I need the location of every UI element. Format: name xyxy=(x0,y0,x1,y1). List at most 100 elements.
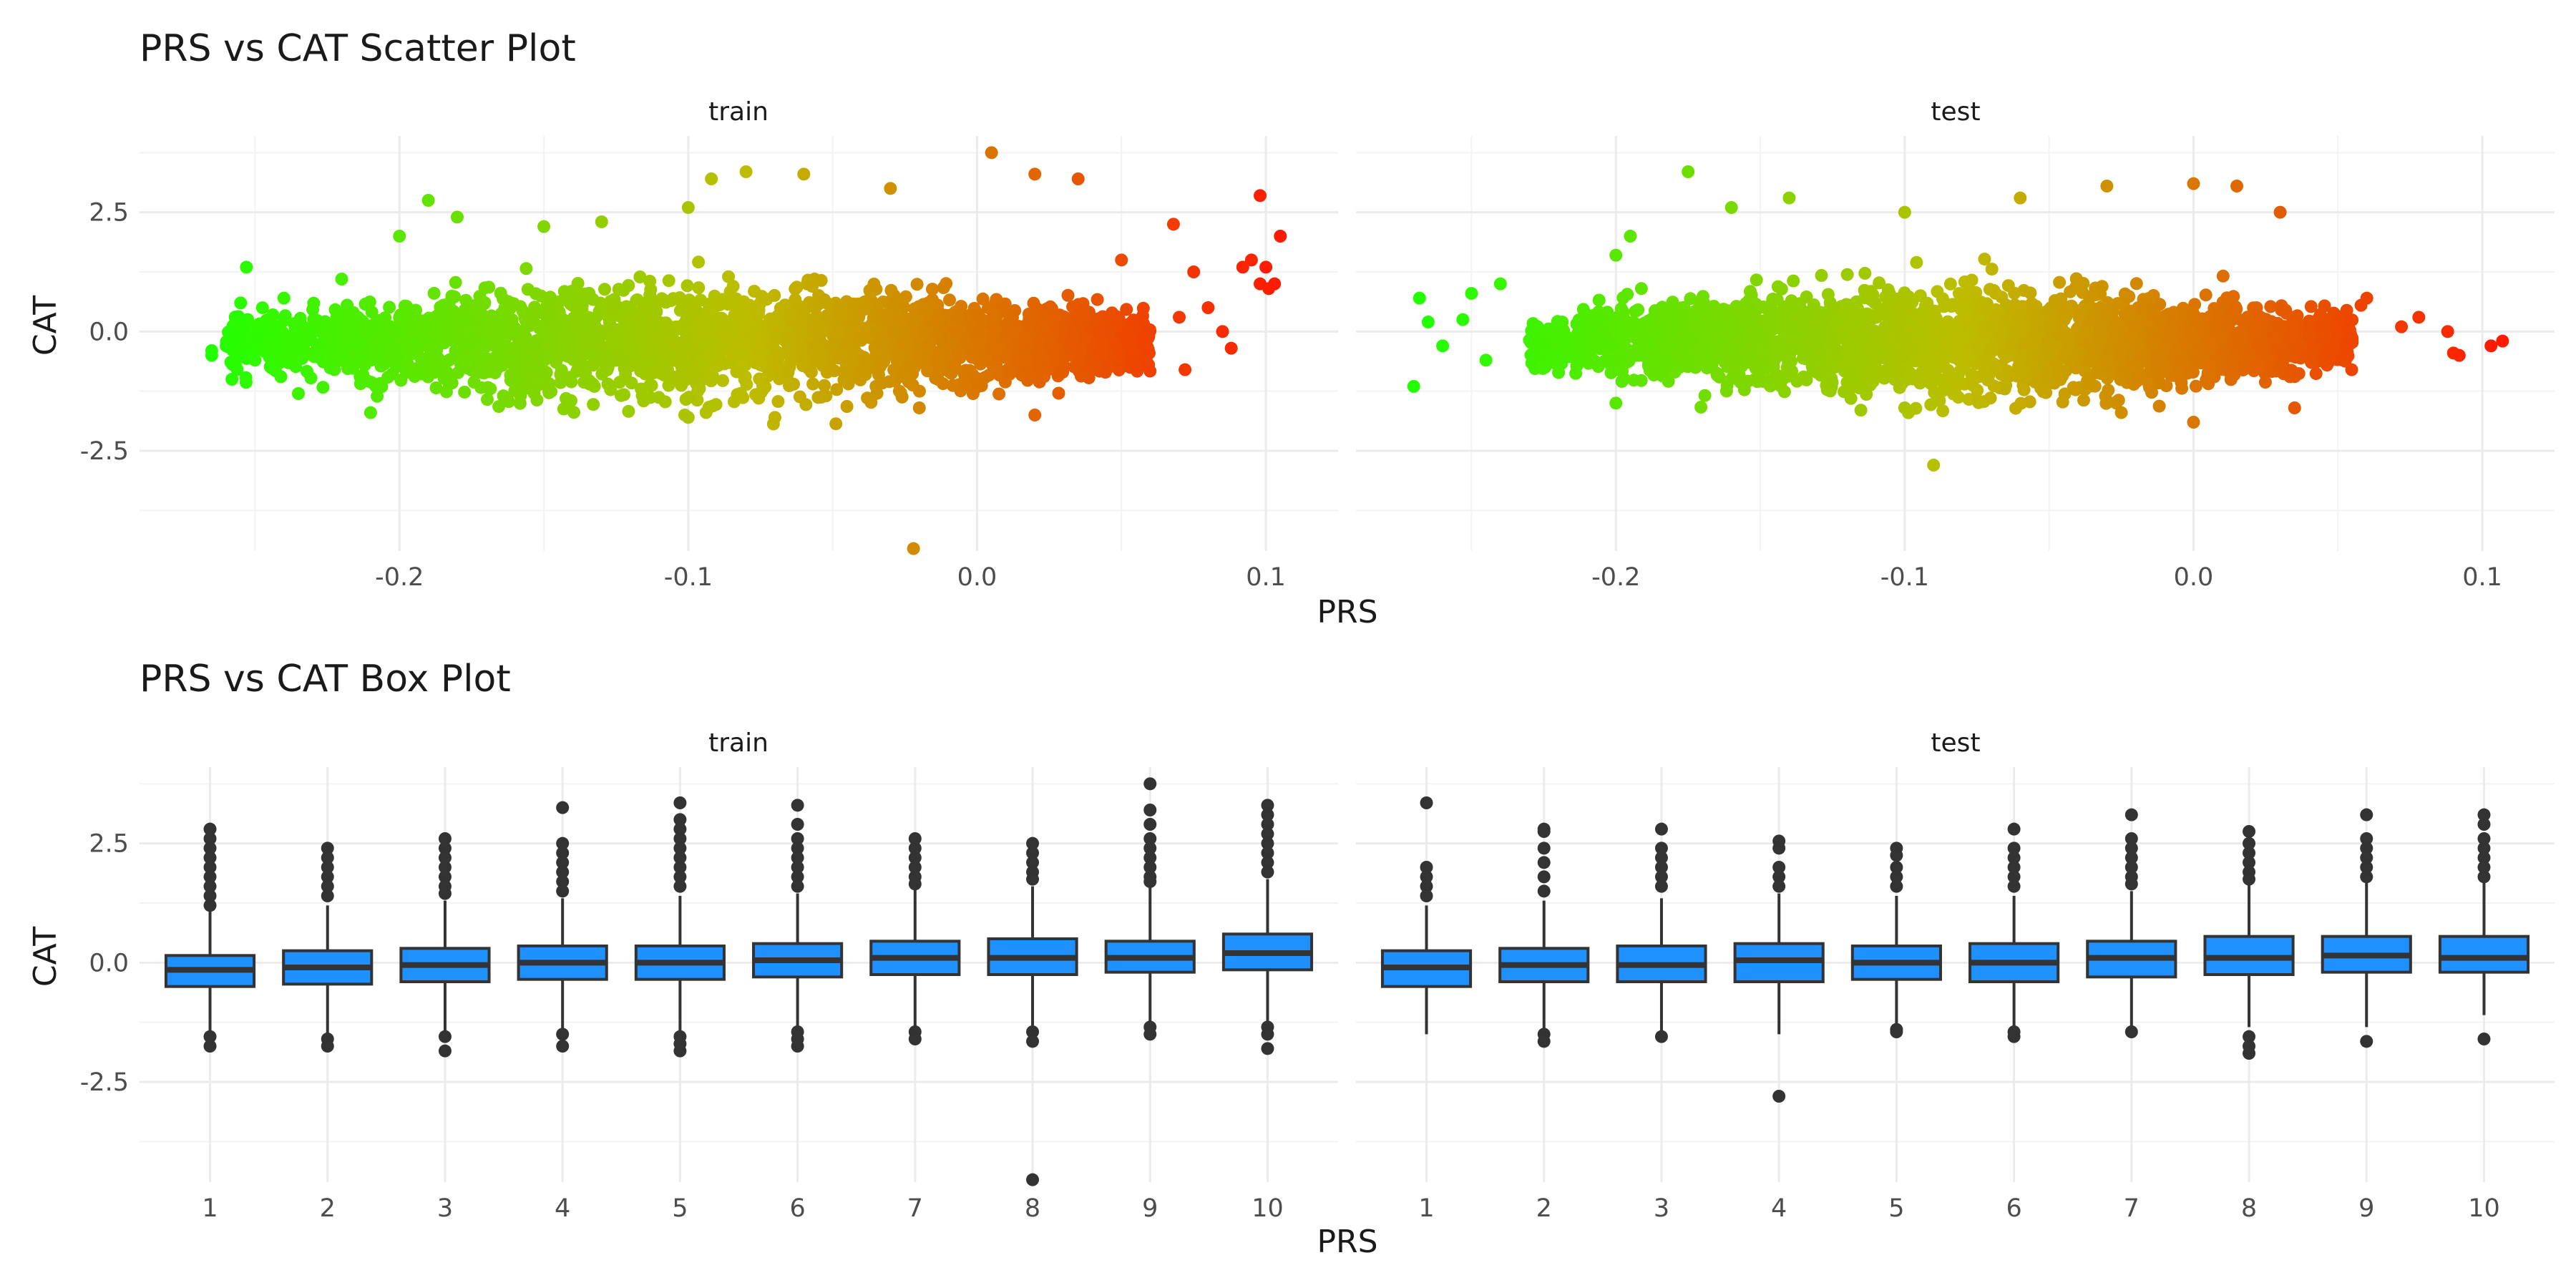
scatter-point xyxy=(1061,288,1075,302)
scatter-point xyxy=(818,379,831,392)
scatter-point xyxy=(922,338,935,352)
scatter-point xyxy=(2048,294,2062,307)
scatter-point xyxy=(519,262,533,275)
scatter-point xyxy=(1112,364,1126,376)
scatter-point xyxy=(1028,167,1042,181)
scatter-point xyxy=(278,309,292,323)
scatter-point xyxy=(1187,265,1201,278)
scatter-point xyxy=(615,389,628,402)
scatter-point xyxy=(790,280,804,294)
scatter-point xyxy=(968,338,982,351)
scatter-point xyxy=(481,393,494,406)
scatter-point xyxy=(1224,341,1238,355)
scatter-point xyxy=(914,354,928,367)
scatter-point xyxy=(427,366,441,379)
scatter-point xyxy=(394,374,408,387)
scatter-point xyxy=(946,379,960,392)
scatter-point xyxy=(859,300,872,313)
scatter-point xyxy=(912,401,926,414)
scatter-point xyxy=(739,165,753,178)
strip-label-test: test xyxy=(1931,97,1980,127)
scatter-point xyxy=(1943,277,1957,291)
scatter-point xyxy=(1719,384,1733,398)
scatter-point xyxy=(474,381,488,394)
scatter-point xyxy=(931,373,945,386)
scatter-point xyxy=(880,308,894,321)
scatter-point xyxy=(974,357,987,371)
scatter-point xyxy=(987,331,1000,344)
scatter-point xyxy=(267,338,280,352)
scatter-point xyxy=(439,308,452,321)
scatter-point xyxy=(642,298,655,312)
scatter-point xyxy=(985,146,998,160)
scatter-point xyxy=(1987,284,2001,297)
scatter-point xyxy=(693,382,706,395)
scatter-point xyxy=(1576,348,1589,362)
scatter-point xyxy=(1909,401,1923,415)
scatter-point xyxy=(388,328,401,341)
scatter-point xyxy=(1089,358,1103,372)
scatter-point xyxy=(832,326,846,339)
scatter-point xyxy=(1815,269,1828,282)
scatter-point xyxy=(1844,391,1858,405)
scatter-point xyxy=(478,281,492,295)
scatter-point xyxy=(522,315,535,328)
scatter-point xyxy=(363,296,376,308)
scatter-point xyxy=(1878,371,1891,385)
scatter-point xyxy=(660,326,674,340)
scatter-point xyxy=(970,325,984,338)
scatter-point xyxy=(564,371,577,384)
scatter-point xyxy=(527,386,541,400)
scatter-point xyxy=(291,387,305,400)
scatter-point xyxy=(820,366,834,379)
scatter-point xyxy=(232,310,245,323)
scatter-point xyxy=(753,372,766,386)
scatter-point xyxy=(544,291,557,304)
scatter-point xyxy=(966,368,980,381)
scatter-point xyxy=(307,296,321,310)
scatter-point xyxy=(502,395,515,409)
scatter-point xyxy=(919,304,933,318)
scatter-point xyxy=(225,373,239,386)
scatter-point xyxy=(1096,343,1109,356)
x-tick-label: 0.1 xyxy=(1246,563,1286,592)
scatter-point xyxy=(595,215,608,228)
scatter-point xyxy=(992,387,1006,401)
scatter-point xyxy=(563,343,577,356)
scatter-point xyxy=(220,339,233,353)
scatter-point xyxy=(1066,327,1080,341)
scatter-point xyxy=(2188,298,2202,311)
scatter-point xyxy=(492,400,506,414)
scatter-point xyxy=(537,220,551,233)
scatter-point xyxy=(902,361,916,374)
scatter-point xyxy=(1910,255,1923,269)
scatter-point xyxy=(635,382,648,396)
scatter-point xyxy=(248,353,262,367)
scatter-point xyxy=(1999,379,2013,392)
scatter-point xyxy=(371,389,384,403)
scatter-point xyxy=(797,167,811,181)
scatter-point xyxy=(1031,366,1045,379)
scatter-point xyxy=(1071,172,1085,185)
scatter-point xyxy=(1030,350,1044,364)
scatter-point xyxy=(250,335,263,348)
x-tick-label: 0.0 xyxy=(957,563,997,592)
scatter-point xyxy=(587,380,601,393)
scatter-point xyxy=(753,345,766,358)
scatter-point xyxy=(1887,332,1901,346)
scatter-point xyxy=(587,398,600,411)
scatter-point xyxy=(622,404,635,418)
scatter-point xyxy=(1091,293,1104,306)
scatter-point xyxy=(522,357,535,370)
scatter-point xyxy=(1981,302,1994,316)
scatter-point xyxy=(2255,343,2268,356)
scatter-point xyxy=(1018,331,1032,344)
scatter-point xyxy=(561,332,575,346)
scatter-point xyxy=(840,400,854,413)
scatter-point xyxy=(1750,273,1763,287)
scatter-point xyxy=(1201,301,1215,314)
scatter-point xyxy=(449,275,462,289)
scatter-point xyxy=(705,172,718,185)
scatter-point xyxy=(427,286,441,300)
scatter-point xyxy=(1936,404,1950,418)
